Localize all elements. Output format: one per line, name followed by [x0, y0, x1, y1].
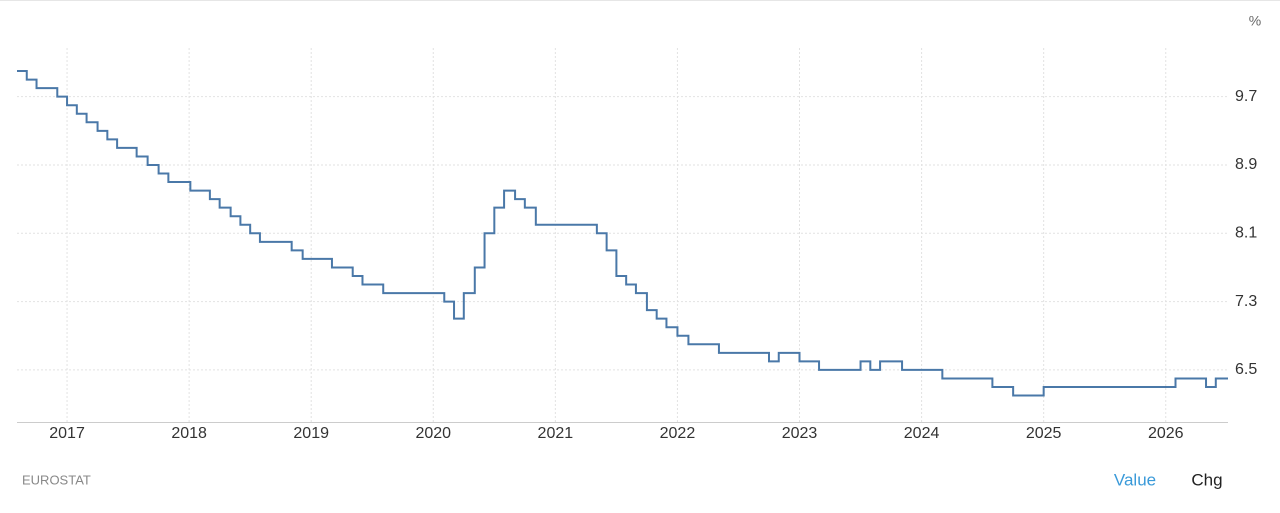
- x-tick-label: 2017: [49, 425, 85, 442]
- change-button[interactable]: Chg: [1191, 470, 1222, 489]
- x-tick-label: 2023: [782, 425, 818, 442]
- x-tick-label: 2025: [1026, 425, 1062, 442]
- x-tick-label: 2026: [1148, 425, 1184, 442]
- y-tick-label: 8.1: [1235, 225, 1257, 242]
- x-tick-label: 2019: [293, 425, 329, 442]
- y-tick-label: 6.5: [1235, 361, 1257, 378]
- value-button[interactable]: Value: [1114, 470, 1156, 489]
- x-tick-label: 2018: [171, 425, 207, 442]
- y-tick-label: 7.3: [1235, 293, 1257, 310]
- x-tick-label: 2022: [660, 425, 696, 442]
- unit-label: %: [1249, 13, 1261, 29]
- x-tick-label: 2024: [904, 425, 940, 442]
- y-tick-label: 9.7: [1235, 88, 1257, 105]
- y-tick-label: 8.9: [1235, 156, 1257, 173]
- x-tick-label: 2020: [415, 425, 451, 442]
- source-label: EUROSTAT: [22, 472, 91, 487]
- step-line: [17, 70, 1228, 397]
- x-tick-label: 2021: [538, 425, 574, 442]
